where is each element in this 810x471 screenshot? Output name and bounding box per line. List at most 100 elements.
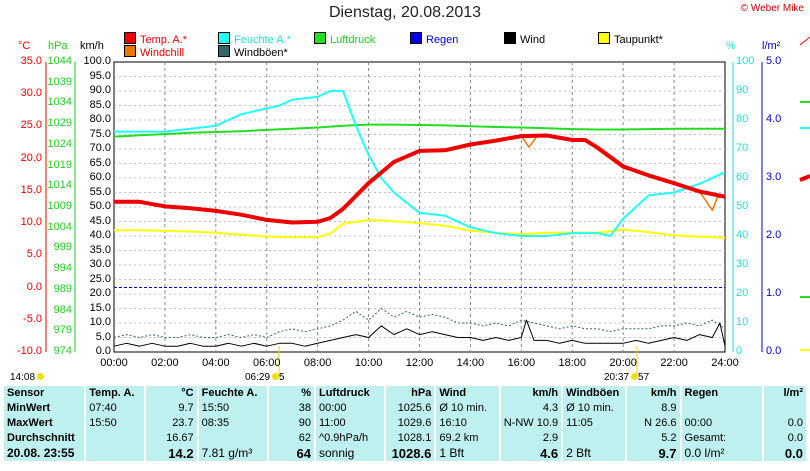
time-tick: 24:00: [711, 357, 739, 369]
edge-stubs: [799, 36, 810, 351]
wind-tick: 0.0: [95, 345, 111, 357]
stats-avg-temp-blank: [86, 431, 145, 446]
temp-tick: 10.0: [20, 216, 42, 229]
stats-max-wind-label: 16:10: [436, 416, 499, 431]
temp-tick: 20.0: [20, 151, 42, 164]
stats-max-wind-val: N-NW 10.9: [500, 416, 562, 431]
series-line-wind: [113, 319, 726, 347]
stats-header-sensor: Sensor: [4, 386, 85, 401]
pressure-tick: 1044: [47, 55, 72, 67]
wind-tick: 20.0: [89, 287, 111, 299]
legend-label: Windchill: [140, 47, 185, 59]
pressure-tick: 1009: [47, 200, 72, 212]
legend-label: Windböen*: [234, 47, 288, 59]
stats-last-hum-val: 64: [268, 446, 314, 461]
stats-min-gust-val: 8.9: [627, 401, 680, 416]
stats-max-hum-time: 08:35: [198, 416, 267, 431]
rain-tick: 1.0: [766, 287, 782, 299]
humidity-tick: 70: [736, 142, 749, 154]
pressure-tick: 1039: [47, 75, 72, 88]
stats-max-temp-time: 15:50: [86, 416, 145, 431]
time-tick: 02:00: [151, 357, 179, 369]
sunset-marker: 20:37 57: [604, 372, 649, 383]
wind-tick: 75.0: [89, 127, 111, 140]
pressure-tick: 974: [53, 345, 72, 357]
sunset-label: 57: [638, 372, 650, 383]
stats-max-gust-num: 26.6: [655, 417, 677, 429]
series-line-luftdruck: [113, 123, 725, 138]
pressure-tick: 984: [53, 303, 72, 316]
stats-max-press-time: 11:00: [315, 416, 385, 431]
time-tick: 00:00: [100, 357, 128, 369]
time-tick: 22:00: [660, 357, 688, 369]
wind-tick: 90.0: [89, 84, 111, 96]
stats-header-temp-unit: °C: [146, 386, 197, 401]
stats-last-label: 20.08. 23:55: [4, 446, 85, 461]
rain-tick: 0.0: [766, 345, 782, 357]
stats-last-row: 20.08. 23:55 14.2 7.81 g/m³ 64 sonnig 10…: [4, 446, 806, 461]
wind-tick: 30.0: [89, 258, 111, 270]
legend-swatch: [218, 45, 230, 57]
humidity-axis-unit: %: [726, 40, 736, 52]
legend-swatch: [314, 32, 326, 44]
pressure-axis-unit: hPa: [48, 40, 68, 52]
stats-table: Sensor Temp. A. °C Feuchte A. % Luftdruc…: [2, 386, 808, 461]
legend-item: Taupunkt*: [598, 32, 663, 46]
stats-avg-temp-val: 16.67: [146, 431, 197, 446]
stats-last-hum-label: 7.81 g/m³: [198, 446, 267, 461]
stats-header-rain: Regen: [681, 386, 762, 401]
stats-header-press-unit: hPa: [386, 386, 435, 401]
stats-max-row: MaxWert 15:50 23.7 08:35 90 11:00 1029.6…: [4, 416, 806, 431]
legend-label: Feuchte A.*: [234, 34, 291, 46]
stats-max-temp-val: 23.7: [146, 416, 197, 431]
legend-item: Windchill: [124, 45, 184, 59]
legend-label: Wind: [520, 34, 546, 46]
time-tick: 14:00: [456, 357, 485, 369]
sunrise-time: 06:29: [245, 372, 271, 383]
legend-item: Feuchte A.*: [218, 32, 291, 46]
time-tick: 20:00: [609, 357, 637, 369]
stats-last-rain-val: 0.0: [763, 446, 806, 461]
stats-header-gust-unit: km/h: [627, 386, 680, 401]
sun-markers: [278, 346, 638, 376]
stats-min-press-val: 1025.6: [386, 401, 435, 416]
wind-tick: 5.0: [95, 330, 111, 343]
legend-label: Taupunkt*: [614, 34, 663, 46]
sunrise-icon: [272, 373, 280, 380]
axis-lines: [45, 62, 763, 352]
series-line-taupunkt: [114, 218, 726, 239]
stats-min-temp-time: 07:40: [86, 401, 145, 416]
wind-tick: 15.0: [89, 301, 111, 314]
sunset-icon: [631, 373, 639, 380]
wind-tick: 50.0: [89, 200, 111, 212]
legend-item: Wind: [504, 32, 545, 46]
pressure-tick: 1024: [47, 137, 72, 150]
time-tick: 10:00: [354, 357, 383, 369]
stats-header-hum: Feuchte A.: [198, 386, 267, 401]
temp-tick: -5.0: [23, 312, 42, 325]
stats-min-wind-label: Ø 10 min.: [436, 401, 499, 416]
stats-min-gust-label: Ø 10 min.: [563, 401, 626, 416]
time-tick: 18:00: [558, 357, 587, 369]
wind-tick: 55.0: [89, 185, 111, 198]
stats-avg-press-label: ^0.9hPa/h: [315, 431, 385, 446]
sunrise-marker: 06:29 5: [245, 372, 285, 383]
stats-header-gust: Windböen: [563, 386, 626, 401]
chart-title: Dienstag, 20.08.2013: [328, 4, 482, 21]
humidity-tick: 40: [736, 229, 749, 241]
weather-chart: [45, 36, 810, 376]
wind-tick: 100.0: [83, 55, 111, 67]
legend-swatch: [124, 45, 136, 57]
rain-tick: 5.0: [766, 55, 782, 67]
time-tick: 04:00: [202, 357, 230, 369]
stats-max-rain-val: 0.0: [763, 416, 806, 431]
stats-last-wind-label: 1 Bft: [436, 446, 499, 461]
stats-avg-row: Durchschnitt 16.67 62 ^0.9hPa/h 1028.1 6…: [4, 431, 806, 446]
stats-last-gust-label: 2 Bft: [563, 446, 626, 461]
time-tick: 06:00: [252, 357, 281, 369]
stats-max-gust-val: N 26.6: [627, 416, 680, 431]
wind-tick: 65.0: [89, 156, 111, 169]
pressure-tick: 989: [53, 282, 72, 295]
stats-last-press-val: 1028.6: [386, 446, 435, 461]
pressure-tick: 994: [53, 262, 72, 275]
